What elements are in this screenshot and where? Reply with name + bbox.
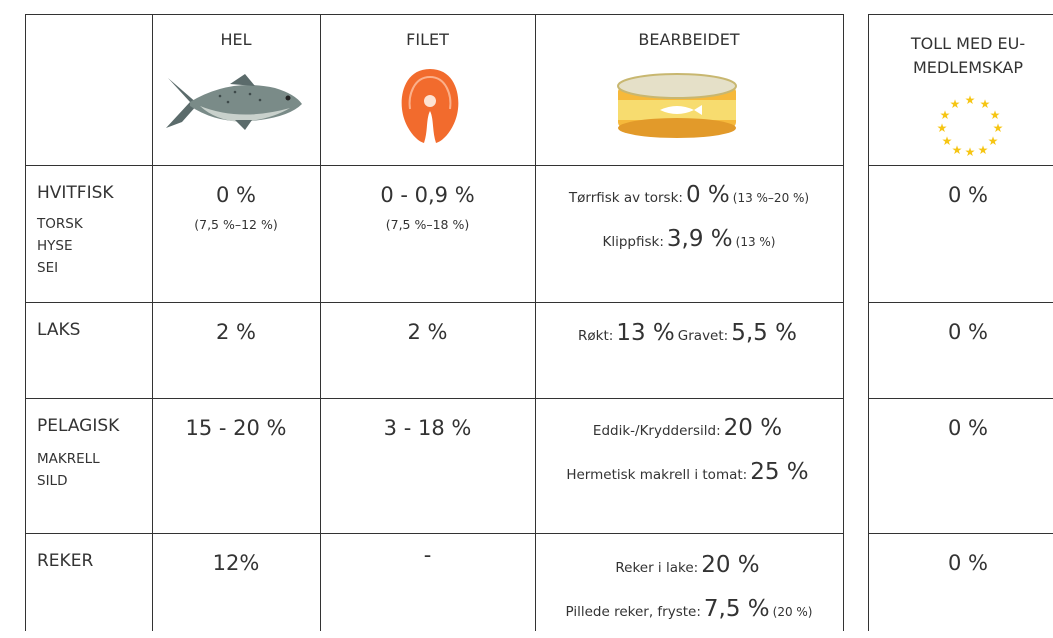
value: 3,9 %	[667, 226, 733, 252]
value: 0 %	[686, 182, 730, 208]
row-name: HVITFISK	[37, 183, 152, 203]
row-name-cell: REKER	[25, 533, 152, 571]
species: SEI	[37, 257, 152, 279]
svg-text:★: ★	[988, 134, 999, 148]
header-cell: BEARBEIDET	[535, 14, 843, 49]
value: 20 %	[724, 415, 782, 441]
svg-text:★: ★	[990, 108, 1001, 122]
svg-text:★: ★	[965, 93, 976, 107]
label: Hermetisk makrell i tomat:	[566, 467, 747, 483]
note: (20 %)	[773, 605, 813, 619]
hel-cell: 2 %	[152, 302, 320, 344]
row-name-cell: LAKS	[25, 302, 152, 340]
row-name: REKER	[37, 551, 152, 571]
header-cell: HEL	[152, 14, 320, 49]
header-line: MEDLEMSKAP	[868, 56, 1053, 80]
eu-value: 0 %	[868, 398, 1053, 440]
value: 2 %	[152, 320, 320, 344]
product-line: Hermetisk makrell i tomat:25 %	[535, 457, 843, 501]
bearbeidet-cell: Eddik-/Kryddersild:20 % Hermetisk makrel…	[535, 413, 843, 501]
hel-cell: 15 - 20 %	[152, 398, 320, 440]
value: 0 %	[152, 183, 320, 207]
value: 2 %	[320, 320, 535, 344]
product-line: Tørrfisk av torsk:0 %(13 %–20 %)	[535, 180, 843, 224]
value: 20 %	[701, 552, 759, 578]
bearbeidet-cell: Reker i lake:20 % Pillede reker, fryste:…	[535, 550, 843, 638]
note: (7,5 %–12 %)	[152, 217, 320, 232]
row-name-cell: HVITFISK TORSK HYSE SEI	[25, 165, 152, 279]
product-line: Reker i lake:20 %	[535, 550, 843, 594]
svg-text:★: ★	[965, 145, 976, 158]
value: 5,5 %	[731, 320, 797, 346]
eu-value: 0 %	[868, 302, 1053, 344]
svg-text:★: ★	[937, 121, 948, 135]
filet-cell: -	[320, 533, 535, 567]
value: 3 - 18 %	[320, 416, 535, 440]
species-list: MAKRELL SILD	[37, 448, 152, 492]
label: Reker i lake:	[615, 560, 698, 576]
svg-text:★: ★	[978, 143, 989, 157]
product-line: Røkt:13 %Gravet:5,5 %	[535, 318, 843, 362]
row-name-cell: PELAGISK MAKRELL SILD	[25, 398, 152, 492]
header-line: TOLL MED EU-	[868, 32, 1053, 56]
species: HYSE	[37, 235, 152, 257]
label: Eddik-/Kryddersild:	[593, 423, 721, 439]
note: (7,5 %–18 %)	[320, 217, 535, 232]
value: -	[320, 543, 535, 567]
value: 7,5 %	[704, 596, 770, 622]
product-line: Eddik-/Kryddersild:20 %	[535, 413, 843, 457]
salmon-fillet-icon	[398, 65, 463, 147]
page: HEL FILET BEARBEIDET TOLL MED EU- MEDLEM…	[0, 0, 1053, 631]
fish-icon	[160, 70, 305, 135]
note: (13 %)	[736, 235, 776, 249]
species: TORSK	[37, 213, 152, 235]
value: 15 - 20 %	[152, 416, 320, 440]
can-icon	[612, 72, 742, 140]
label: Tørrfisk av torsk:	[569, 190, 683, 206]
label: Gravet:	[678, 328, 728, 344]
value: 25 %	[750, 459, 808, 485]
eu-value: 0 %	[868, 165, 1053, 207]
header-cell: TOLL MED EU- MEDLEMSKAP	[868, 14, 1053, 80]
header-cell: FILET	[320, 14, 535, 49]
product-line: Klippfisk:3,9 %(13 %)	[535, 224, 843, 268]
species: MAKRELL	[37, 448, 152, 470]
value: 13 %	[616, 320, 674, 346]
label: Klippfisk:	[602, 234, 663, 250]
svg-text:★: ★	[950, 97, 961, 111]
bearbeidet-cell: Røkt:13 %Gravet:5,5 %	[535, 318, 843, 362]
species: SILD	[37, 470, 152, 492]
label: Pillede reker, fryste:	[566, 604, 701, 620]
filet-cell: 2 %	[320, 302, 535, 344]
row-name: LAKS	[37, 320, 152, 340]
svg-text:★: ★	[952, 143, 963, 157]
label: Røkt:	[578, 328, 613, 344]
note: (13 %–20 %)	[733, 191, 809, 205]
species-list: TORSK HYSE SEI	[37, 213, 152, 279]
svg-text:★: ★	[942, 134, 953, 148]
bearbeidet-cell: Tørrfisk av torsk:0 %(13 %–20 %) Klippfi…	[535, 180, 843, 268]
value: 12%	[152, 551, 320, 575]
filet-cell: 0 - 0,9 % (7,5 %–18 %)	[320, 165, 535, 232]
svg-text:★: ★	[993, 121, 1004, 135]
filet-cell: 3 - 18 %	[320, 398, 535, 440]
hel-cell: 0 % (7,5 %–12 %)	[152, 165, 320, 232]
product-line: Pillede reker, fryste:7,5 %(20 %)	[535, 594, 843, 638]
eu-value: 0 %	[868, 533, 1053, 575]
hel-cell: 12%	[152, 533, 320, 575]
eu-stars-icon: ★★★★ ★★★★ ★★★★	[935, 92, 1005, 158]
rule	[843, 14, 844, 631]
value: 0 - 0,9 %	[320, 183, 535, 207]
row-name: PELAGISK	[37, 416, 152, 436]
